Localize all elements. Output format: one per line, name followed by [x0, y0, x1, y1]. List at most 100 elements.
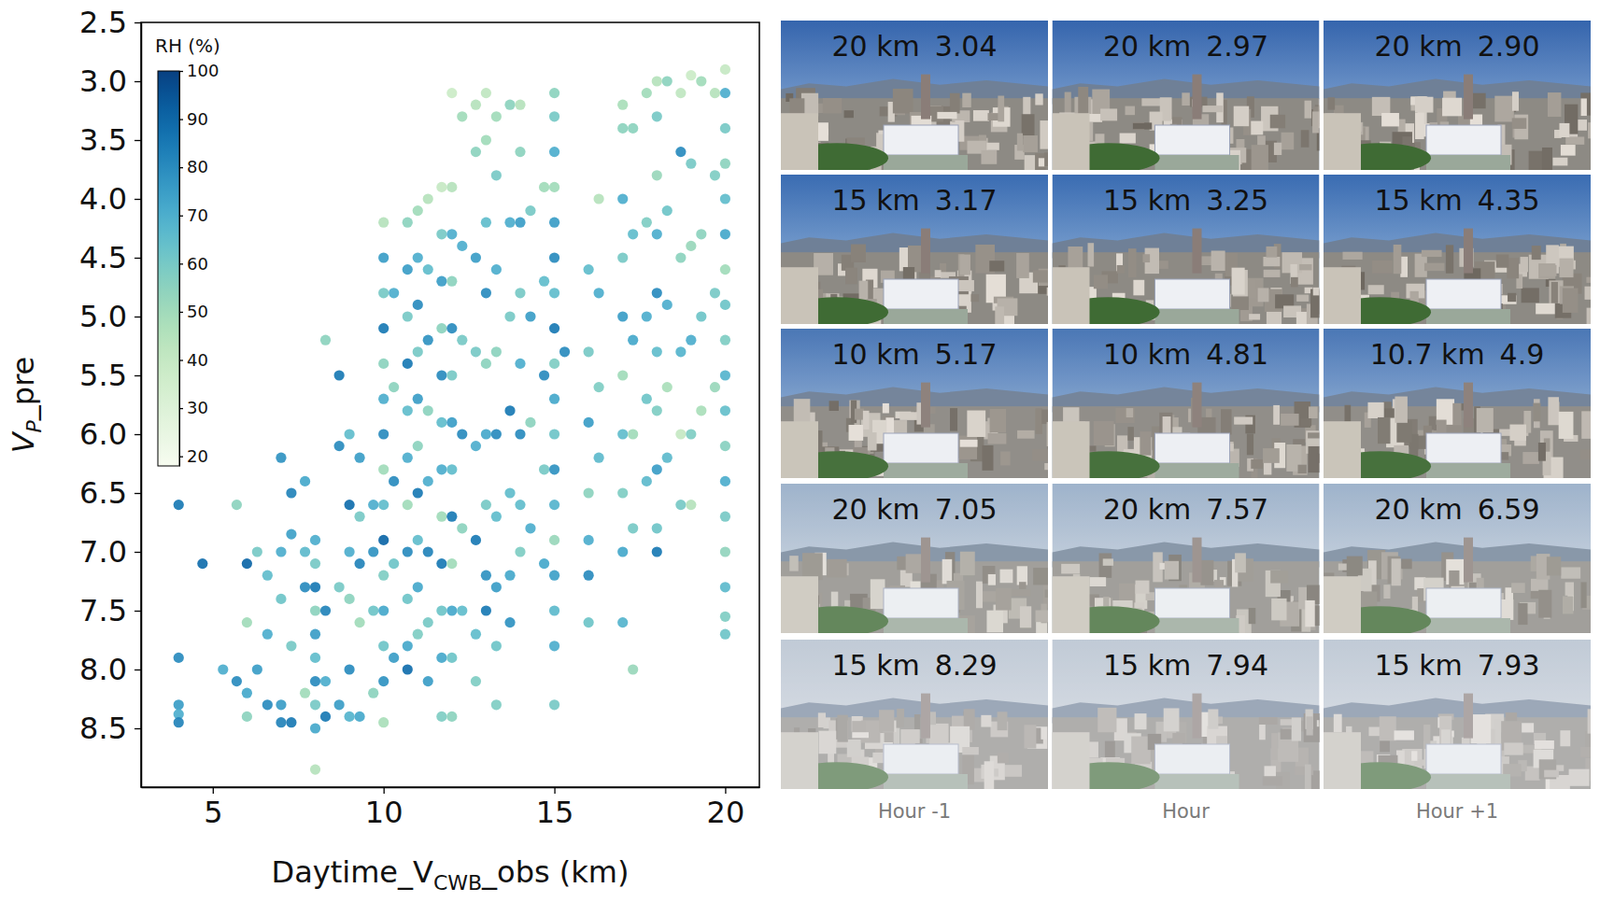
point: [388, 652, 399, 664]
building: [1565, 136, 1585, 144]
building: [1263, 269, 1281, 278]
point: [446, 464, 457, 475]
point: [491, 169, 502, 181]
photo-label: 15 km3.25: [1103, 184, 1269, 217]
column-label: Hour +1: [1415, 800, 1499, 823]
photo-label: 15 km3.17: [831, 184, 997, 217]
photo-image: [1323, 639, 1591, 790]
photo-buildings: [782, 244, 1048, 325]
photo-image: [780, 483, 1048, 634]
point: [262, 570, 273, 581]
point: [412, 629, 424, 640]
photo: 10 km5.17: [780, 328, 1062, 484]
point: [617, 311, 628, 322]
point: [378, 464, 389, 475]
photo-label: 20 km6.59: [1373, 493, 1540, 526]
tick-label: 7.0: [79, 534, 128, 570]
point: [720, 299, 731, 311]
colorbar-axis: 2030405060708090100: [179, 60, 219, 467]
point: [685, 335, 696, 346]
field: [1426, 155, 1511, 170]
point: [436, 323, 447, 334]
point: [583, 346, 595, 357]
photo-image: [1052, 328, 1320, 479]
point: [470, 629, 482, 640]
point: [491, 428, 502, 439]
foreground-building: [780, 113, 819, 170]
building: [1540, 265, 1558, 277]
point: [456, 428, 468, 439]
building: [1494, 96, 1514, 123]
point: [436, 558, 447, 569]
vp-value: 4.81: [1205, 338, 1269, 371]
tick-mark: [179, 167, 184, 169]
point: [651, 169, 663, 181]
visibility: 15 km: [1373, 649, 1462, 682]
point: [627, 523, 638, 534]
points: [173, 64, 731, 776]
building: [1299, 264, 1312, 270]
point: [285, 487, 297, 498]
point: [378, 394, 389, 405]
point: [446, 228, 457, 240]
point: [310, 558, 321, 569]
point: [470, 676, 482, 687]
tick-label: 8.0: [79, 651, 128, 688]
colorbar-title: RH (%): [155, 34, 221, 57]
vp-value: 6.59: [1477, 493, 1541, 526]
point: [709, 382, 721, 393]
photo-image: [1052, 483, 1320, 634]
photo: 20 km7.05: [780, 483, 1054, 642]
point: [514, 499, 525, 510]
tick: 5: [203, 787, 223, 831]
tick-mark: [134, 316, 142, 318]
point: [524, 417, 536, 428]
point: [514, 358, 525, 369]
tick: 80: [179, 156, 209, 177]
point: [651, 523, 663, 534]
tick-label: 6.0: [79, 416, 128, 453]
tick-label: 50: [186, 301, 209, 322]
photo: 15 km3.17: [780, 174, 1060, 335]
building: [1274, 142, 1282, 156]
point: [446, 652, 457, 664]
building: [1281, 132, 1295, 151]
point: [617, 428, 628, 439]
building: [1381, 113, 1400, 127]
point: [173, 699, 185, 710]
point: [481, 358, 492, 369]
point: [412, 299, 424, 311]
point: [446, 605, 457, 616]
point: [446, 276, 457, 287]
building: [1290, 277, 1299, 288]
point: [491, 346, 502, 357]
point: [368, 546, 379, 557]
point: [353, 558, 365, 569]
building: [1535, 303, 1556, 315]
tick-mark: [724, 787, 726, 794]
building: [1585, 277, 1591, 284]
point: [353, 617, 365, 628]
building: [1132, 122, 1152, 129]
point: [241, 711, 253, 723]
building: [1445, 244, 1454, 273]
tick-mark: [553, 787, 555, 794]
photo-label: 10 km5.17: [831, 338, 997, 371]
point: [275, 546, 286, 557]
photo: 15 km7.93: [1323, 639, 1600, 794]
photo-sky: [1052, 483, 1320, 634]
point: [627, 428, 638, 439]
building: [1393, 244, 1402, 274]
photo: 10 km4.81: [1052, 328, 1331, 483]
point: [549, 640, 560, 652]
point: [593, 382, 604, 393]
point: [583, 487, 595, 498]
point: [344, 711, 355, 723]
tick: 2.5: [79, 4, 142, 41]
point: [720, 369, 731, 381]
point: [651, 346, 663, 357]
point: [217, 664, 228, 675]
point: [538, 369, 550, 381]
title-subscript: P: [22, 419, 46, 433]
point: [583, 570, 595, 581]
